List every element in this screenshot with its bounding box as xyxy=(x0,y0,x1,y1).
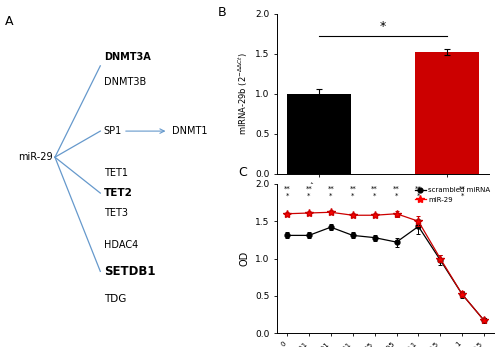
Y-axis label: mIRNA-29b ($2^{-\Delta\Delta Ct}$): mIRNA-29b ($2^{-\Delta\Delta Ct}$) xyxy=(236,52,249,135)
Text: *: * xyxy=(461,193,464,199)
Bar xyxy=(287,94,351,174)
Text: **: ** xyxy=(349,186,356,192)
Text: **: ** xyxy=(393,186,400,192)
Bar xyxy=(415,52,479,174)
Legend: scrambled miRNA, miR-29: scrambled miRNA, miR-29 xyxy=(412,185,493,206)
Text: B: B xyxy=(218,6,227,19)
Text: TDG: TDG xyxy=(104,294,126,304)
Text: **: ** xyxy=(459,186,466,192)
Text: *: * xyxy=(351,193,354,199)
Text: *: * xyxy=(285,193,289,199)
Text: DNMT1: DNMT1 xyxy=(172,126,207,136)
Text: **: ** xyxy=(284,186,290,192)
Text: *: * xyxy=(417,193,420,199)
Text: *: * xyxy=(380,20,386,33)
Text: miR-29: miR-29 xyxy=(18,152,53,162)
Text: A: A xyxy=(5,15,14,28)
Text: **: ** xyxy=(371,186,378,192)
Text: SETDB1: SETDB1 xyxy=(104,265,155,278)
Y-axis label: OD: OD xyxy=(239,251,249,266)
Text: HDAC4: HDAC4 xyxy=(104,240,138,249)
Text: DNMT3B: DNMT3B xyxy=(104,77,146,86)
Text: **: ** xyxy=(415,186,422,192)
Text: *: * xyxy=(329,193,333,199)
Text: *: * xyxy=(307,193,310,199)
Text: *: * xyxy=(395,193,398,199)
Text: DNMT3A: DNMT3A xyxy=(104,52,151,62)
Text: *: * xyxy=(373,193,376,199)
Text: C: C xyxy=(238,166,247,179)
Text: TET1: TET1 xyxy=(104,168,128,178)
Text: TET3: TET3 xyxy=(104,208,128,218)
Text: **: ** xyxy=(328,186,334,192)
Text: **: ** xyxy=(305,186,312,192)
Text: SP1: SP1 xyxy=(104,126,122,136)
Text: TET2: TET2 xyxy=(104,188,133,198)
